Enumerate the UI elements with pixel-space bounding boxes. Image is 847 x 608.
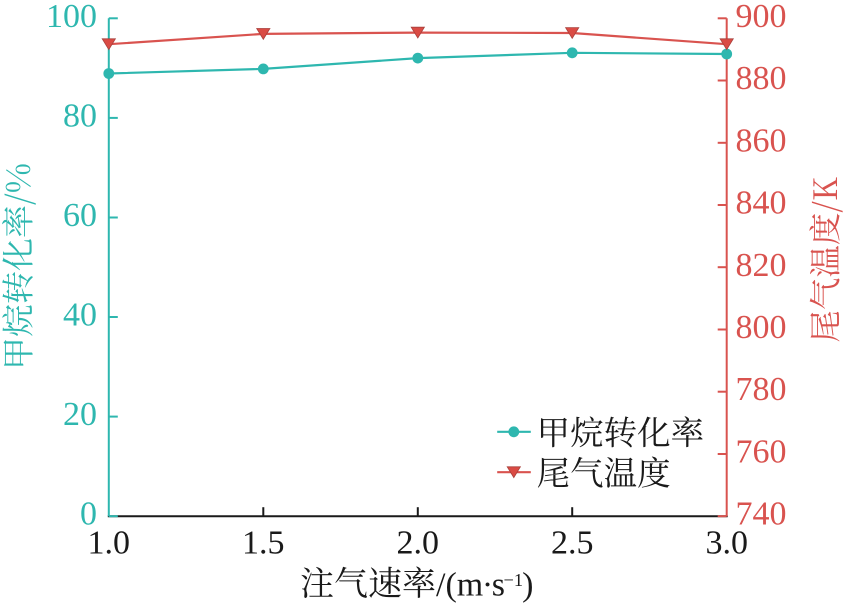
svg-text:820: 820 [736, 247, 787, 284]
svg-text:): ) [522, 566, 533, 603]
svg-text:1.0: 1.0 [88, 524, 131, 561]
svg-text:100: 100 [46, 0, 97, 35]
svg-text:2.0: 2.0 [397, 524, 440, 561]
svg-text:800: 800 [736, 309, 787, 346]
svg-text:840: 840 [736, 185, 787, 222]
svg-text:80: 80 [63, 97, 97, 134]
svg-text:s: s [492, 566, 505, 603]
svg-text:40: 40 [63, 297, 97, 334]
svg-text:740: 740 [736, 496, 787, 533]
svg-text:/(m: /(m [436, 566, 483, 603]
svg-text:0: 0 [80, 496, 97, 533]
svg-text:20: 20 [63, 396, 97, 433]
svg-text:900: 900 [736, 0, 787, 35]
svg-text:880: 880 [736, 60, 787, 97]
svg-text:2.5: 2.5 [551, 524, 594, 561]
svg-text:60: 60 [63, 197, 97, 234]
svg-text:−1: −1 [504, 570, 524, 590]
svg-text:1.5: 1.5 [242, 524, 285, 561]
svg-text:860: 860 [736, 122, 787, 159]
svg-text:·: · [482, 566, 493, 603]
svg-text:3.0: 3.0 [705, 524, 748, 561]
svg-text:760: 760 [736, 434, 787, 471]
svg-text:780: 780 [736, 371, 787, 408]
